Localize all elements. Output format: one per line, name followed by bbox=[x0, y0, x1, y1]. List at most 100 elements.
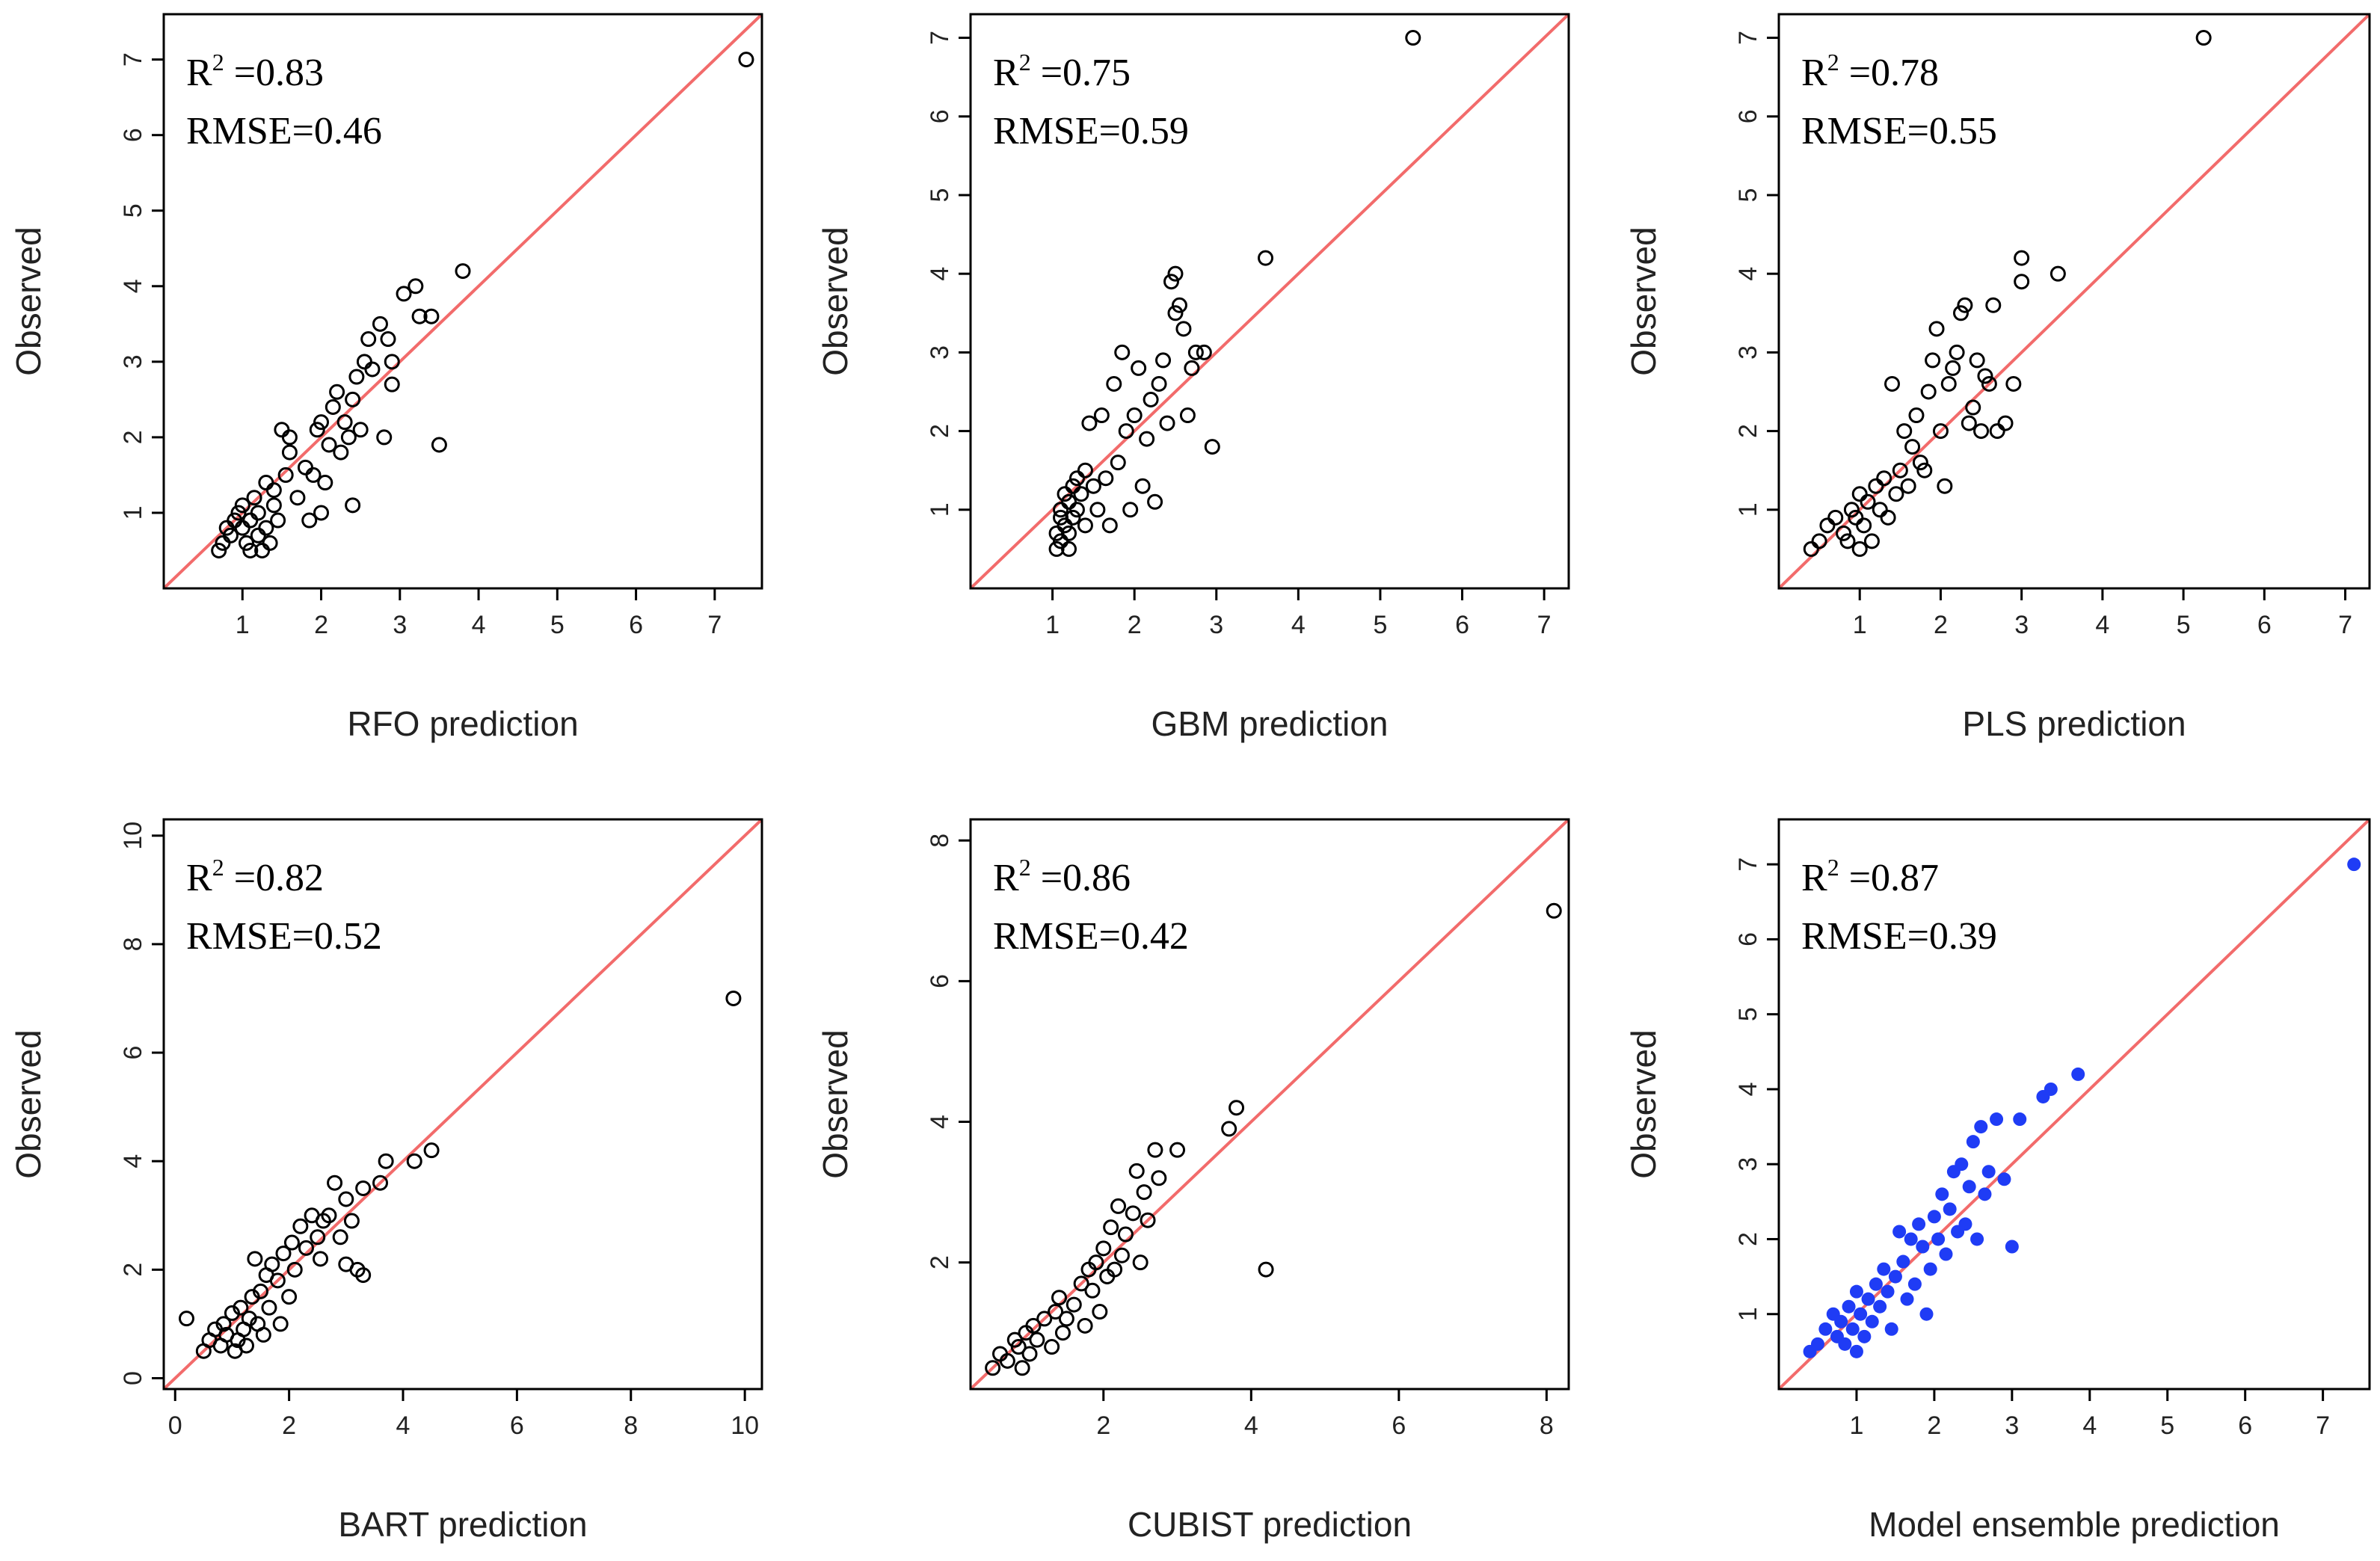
x-tick-label: 8 bbox=[624, 1411, 638, 1440]
r2-superscript: 2 bbox=[1827, 854, 1839, 881]
r2-symbol: R bbox=[1801, 52, 1827, 94]
data-point bbox=[1229, 1100, 1245, 1116]
data-point bbox=[242, 542, 259, 558]
y-tick-label: 6 bbox=[119, 1046, 147, 1060]
data-point bbox=[408, 278, 424, 295]
data-point bbox=[364, 361, 381, 378]
data-point bbox=[1838, 1337, 1852, 1351]
y-tick-label: 2 bbox=[1734, 424, 1762, 438]
data-point bbox=[2195, 30, 2212, 46]
data-point bbox=[1892, 462, 1908, 478]
y-axis-label: Observed bbox=[1624, 1029, 1663, 1178]
data-point bbox=[1113, 1247, 1130, 1263]
data-point bbox=[396, 286, 412, 302]
x-tick-label: 1 bbox=[1853, 611, 1867, 639]
y-tick-label: 5 bbox=[1734, 1007, 1762, 1021]
data-point bbox=[1073, 1275, 1089, 1292]
r2-superscript: 2 bbox=[1827, 49, 1839, 76]
data-point bbox=[1868, 478, 1884, 494]
data-point bbox=[1095, 1240, 1112, 1257]
x-tick-label: 6 bbox=[1392, 1411, 1406, 1440]
data-point bbox=[1872, 502, 1888, 518]
r2-value: =0.83 bbox=[224, 52, 324, 94]
data-point bbox=[1818, 1322, 1833, 1336]
data-point bbox=[1916, 462, 1933, 478]
data-point bbox=[2347, 858, 2361, 872]
data-point bbox=[1981, 1165, 1996, 1179]
y-tick-label: 2 bbox=[1734, 1232, 1762, 1246]
data-point bbox=[2005, 375, 2022, 392]
data-point bbox=[1058, 1311, 1074, 1327]
data-point bbox=[1139, 431, 1155, 447]
data-point bbox=[222, 527, 239, 544]
y-tick-label: 8 bbox=[119, 937, 147, 951]
x-tick-label: 5 bbox=[550, 611, 565, 639]
data-point bbox=[338, 1191, 354, 1207]
data-point bbox=[1961, 415, 1977, 431]
data-point bbox=[1187, 344, 1204, 360]
y-tick-label: 3 bbox=[1734, 345, 1762, 360]
data-point bbox=[332, 1229, 348, 1246]
data-point bbox=[1873, 1299, 1887, 1314]
data-point bbox=[230, 505, 247, 521]
y-tick-label: 1 bbox=[1734, 1307, 1762, 1321]
data-point bbox=[1098, 470, 1114, 487]
data-point bbox=[1990, 1112, 2004, 1127]
x-tick-label: 3 bbox=[2005, 1411, 2019, 1440]
data-point bbox=[1896, 423, 1913, 440]
data-point bbox=[258, 520, 274, 536]
data-point bbox=[234, 497, 250, 514]
data-point bbox=[423, 308, 440, 324]
data-point bbox=[1125, 1205, 1141, 1222]
data-point bbox=[1196, 344, 1212, 360]
data-point bbox=[1861, 1292, 1875, 1306]
x-tick-label: 5 bbox=[1373, 611, 1387, 639]
y-axis-label: Observed bbox=[1624, 227, 1663, 375]
data-point bbox=[340, 429, 357, 446]
y-tick-label: 4 bbox=[1734, 267, 1762, 281]
data-point bbox=[289, 490, 306, 506]
data-point bbox=[1863, 533, 1880, 549]
data-point bbox=[1856, 517, 1872, 534]
y-tick-label: 10 bbox=[119, 822, 147, 850]
data-point bbox=[345, 497, 361, 514]
data-point bbox=[1965, 399, 1981, 416]
data-point bbox=[1025, 1317, 1042, 1334]
x-tick-label: 2 bbox=[1128, 611, 1142, 639]
data-point bbox=[1101, 517, 1118, 534]
data-point bbox=[270, 512, 286, 529]
data-point bbox=[1131, 360, 1147, 376]
data-point bbox=[343, 1213, 360, 1229]
data-point bbox=[355, 1267, 372, 1284]
data-point bbox=[738, 52, 754, 68]
data-point bbox=[1092, 1304, 1108, 1320]
data-point bbox=[2044, 1082, 2058, 1096]
data-point bbox=[262, 535, 278, 551]
y-tick-label: 0 bbox=[119, 1371, 147, 1385]
x-tick-label: 3 bbox=[1209, 611, 1223, 639]
x-tick-label: 7 bbox=[2338, 611, 2352, 639]
data-point bbox=[1912, 1217, 1926, 1231]
data-point bbox=[1981, 375, 1997, 392]
data-point bbox=[1126, 407, 1143, 424]
data-point bbox=[345, 391, 361, 407]
data-point bbox=[1151, 375, 1167, 392]
data-point bbox=[455, 263, 471, 280]
x-axis-label: RFO prediction bbox=[347, 704, 578, 743]
r2-value: =0.82 bbox=[224, 857, 324, 899]
data-point bbox=[265, 482, 282, 499]
data-point bbox=[1937, 478, 1953, 494]
data-point bbox=[1985, 297, 2002, 313]
data-point bbox=[325, 398, 341, 415]
x-axis-label: BART prediction bbox=[338, 1505, 587, 1544]
data-point bbox=[1110, 455, 1126, 471]
data-point bbox=[317, 475, 333, 491]
x-tick-label: 6 bbox=[2238, 1411, 2252, 1440]
data-point bbox=[1077, 1317, 1093, 1334]
data-point bbox=[406, 1153, 422, 1169]
data-point bbox=[1147, 1142, 1163, 1158]
y-tick-label: 4 bbox=[119, 279, 147, 293]
data-point bbox=[1949, 344, 1965, 360]
